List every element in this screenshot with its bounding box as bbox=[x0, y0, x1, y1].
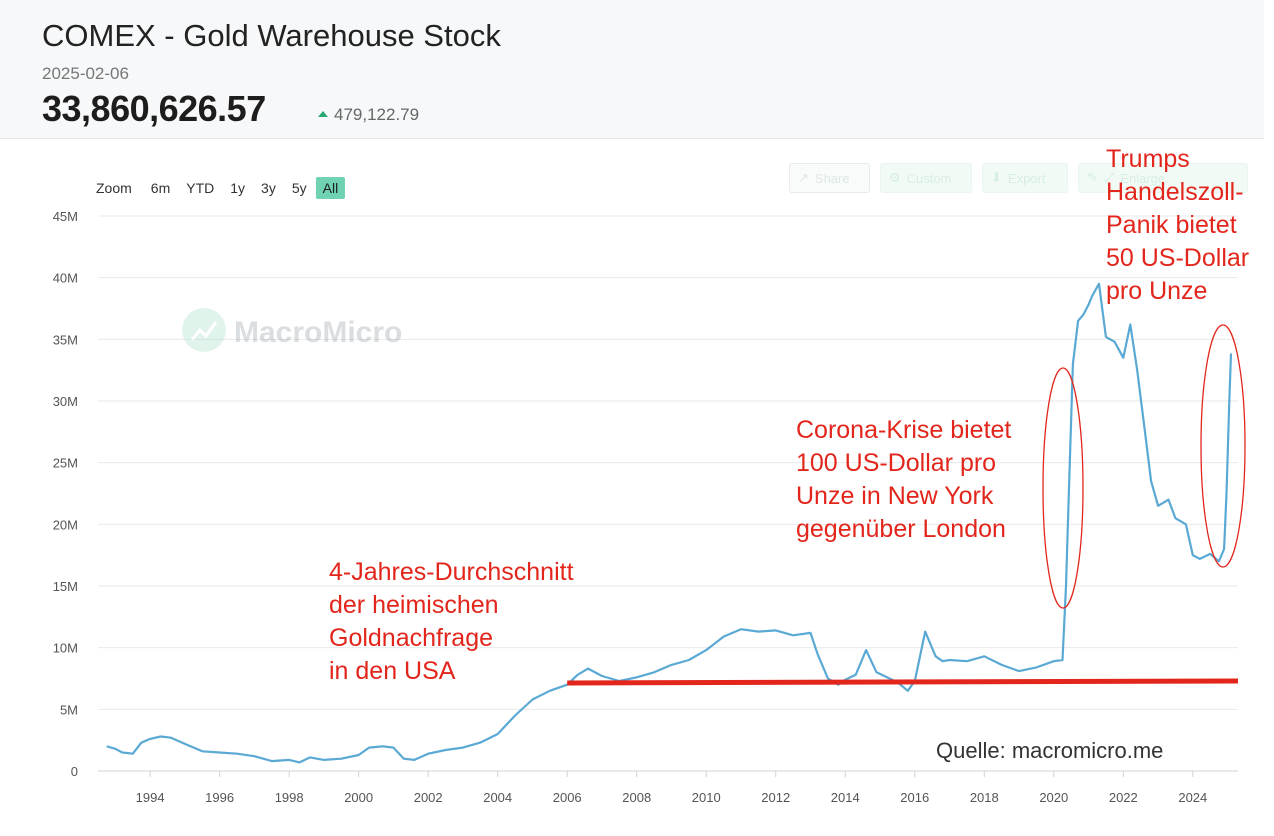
export-label: Export bbox=[1007, 170, 1046, 186]
zoom-bar: Zoom 6m YTD 1y 3y 5y All bbox=[96, 176, 347, 200]
series-line bbox=[106, 282, 1233, 764]
enlarge-button[interactable]: ✎ ⤢ Enlarge bbox=[1078, 163, 1248, 193]
x-tick-label: 2008 bbox=[622, 790, 651, 805]
share-label: Share bbox=[814, 170, 850, 186]
gear-icon: ⚙ bbox=[889, 170, 901, 185]
x-tick-label: 2014 bbox=[831, 790, 860, 805]
zoom-all-button[interactable]: All bbox=[315, 177, 346, 199]
x-tick-label: 2016 bbox=[900, 790, 929, 805]
x-tick-label: 1998 bbox=[275, 790, 304, 805]
x-tick-label: 2018 bbox=[970, 790, 999, 805]
trump-annotation: Trumps Handelszoll- Panik bietet 50 US-D… bbox=[1106, 145, 1250, 305]
y-tick-label: 30M bbox=[53, 394, 78, 409]
page-title: COMEX - Gold Warehouse Stock bbox=[42, 18, 501, 53]
expand-icon: ⤢ bbox=[1103, 170, 1115, 185]
change-value: 479,122.79 bbox=[334, 105, 420, 124]
y-tick-label: 40M bbox=[53, 271, 78, 286]
change-indicator: 479,122.79 bbox=[318, 105, 419, 125]
x-axis-ticks: 1994 1996 1998 2000 2002 2004 2006 2008 2010 2012… bbox=[136, 771, 1207, 805]
zoom-6m-button[interactable]: 6m bbox=[150, 180, 171, 196]
pencil-icon: ✎ bbox=[1087, 170, 1098, 185]
share-button[interactable]: ↗ Share bbox=[789, 163, 870, 193]
download-icon: ⬇ bbox=[991, 170, 1002, 185]
export-button[interactable]: ⬇ Export bbox=[982, 163, 1068, 193]
x-tick-label: 2000 bbox=[344, 790, 373, 805]
trump-highlight-ellipse bbox=[1200, 324, 1246, 568]
zoom-1y-button[interactable]: 1y bbox=[230, 180, 246, 196]
x-tick-label: 2010 bbox=[692, 790, 721, 805]
corona-highlight-ellipse bbox=[1042, 367, 1084, 609]
y-tick-label: 10M bbox=[53, 641, 78, 656]
watermark-text: MacroMicro bbox=[234, 316, 402, 349]
x-tick-label: 2022 bbox=[1109, 790, 1138, 805]
x-tick-label: 2024 bbox=[1178, 790, 1207, 805]
y-axis-ticks: 0 5M 10M 15M 20M 25M 30M 35M 40M 45M bbox=[53, 209, 78, 779]
y-tick-label: 45M bbox=[53, 209, 78, 224]
x-tick-label: 2012 bbox=[761, 790, 790, 805]
y-tick-label: 5M bbox=[60, 702, 78, 717]
up-arrow-icon bbox=[318, 110, 328, 117]
share-icon: ↗ bbox=[798, 170, 809, 185]
x-tick-label: 2002 bbox=[414, 790, 443, 805]
x-tick-label: 2004 bbox=[483, 790, 512, 805]
x-tick-label: 2006 bbox=[553, 790, 582, 805]
x-tick-label: 2020 bbox=[1039, 790, 1068, 805]
x-tick-label: 1996 bbox=[205, 790, 234, 805]
zoom-ytd-button[interactable]: YTD bbox=[186, 180, 215, 196]
zoom-label: Zoom bbox=[96, 180, 132, 196]
zoom-3y-button[interactable]: 3y bbox=[261, 180, 276, 196]
y-tick-label: 25M bbox=[53, 456, 78, 471]
zoom-5y-button[interactable]: 5y bbox=[291, 180, 307, 196]
grid-lines bbox=[98, 215, 1238, 772]
watermark: MacroMicro bbox=[182, 308, 402, 352]
custom-label: Custom bbox=[906, 170, 952, 186]
average-reference-line bbox=[567, 678, 1239, 686]
y-tick-label: 35M bbox=[53, 332, 78, 347]
x-tick-label: 1994 bbox=[136, 790, 165, 805]
corona-annotation: Corona-Krise bietet 100 US-Dollar pro Un… bbox=[796, 416, 1012, 543]
enlarge-label: Enlarge bbox=[1120, 170, 1166, 186]
watermark-logo-icon bbox=[182, 308, 226, 352]
latest-value: 33,860,626.57 bbox=[42, 88, 266, 129]
watermark-chart-icon bbox=[190, 321, 218, 341]
source-label: Quelle: macromicro.me bbox=[936, 738, 1164, 763]
latest-date: 2025-02-06 bbox=[42, 64, 129, 83]
chart-header: COMEX - Gold Warehouse Stock 2025-02-06 … bbox=[0, 0, 1264, 139]
y-tick-label: 0 bbox=[71, 764, 78, 779]
average-annotation: 4-Jahres-Durchschnitt der heimischen Gol… bbox=[329, 558, 574, 685]
y-tick-label: 20M bbox=[53, 517, 78, 532]
y-tick-label: 15M bbox=[53, 579, 78, 594]
custom-button[interactable]: ⚙ Custom bbox=[880, 163, 972, 193]
